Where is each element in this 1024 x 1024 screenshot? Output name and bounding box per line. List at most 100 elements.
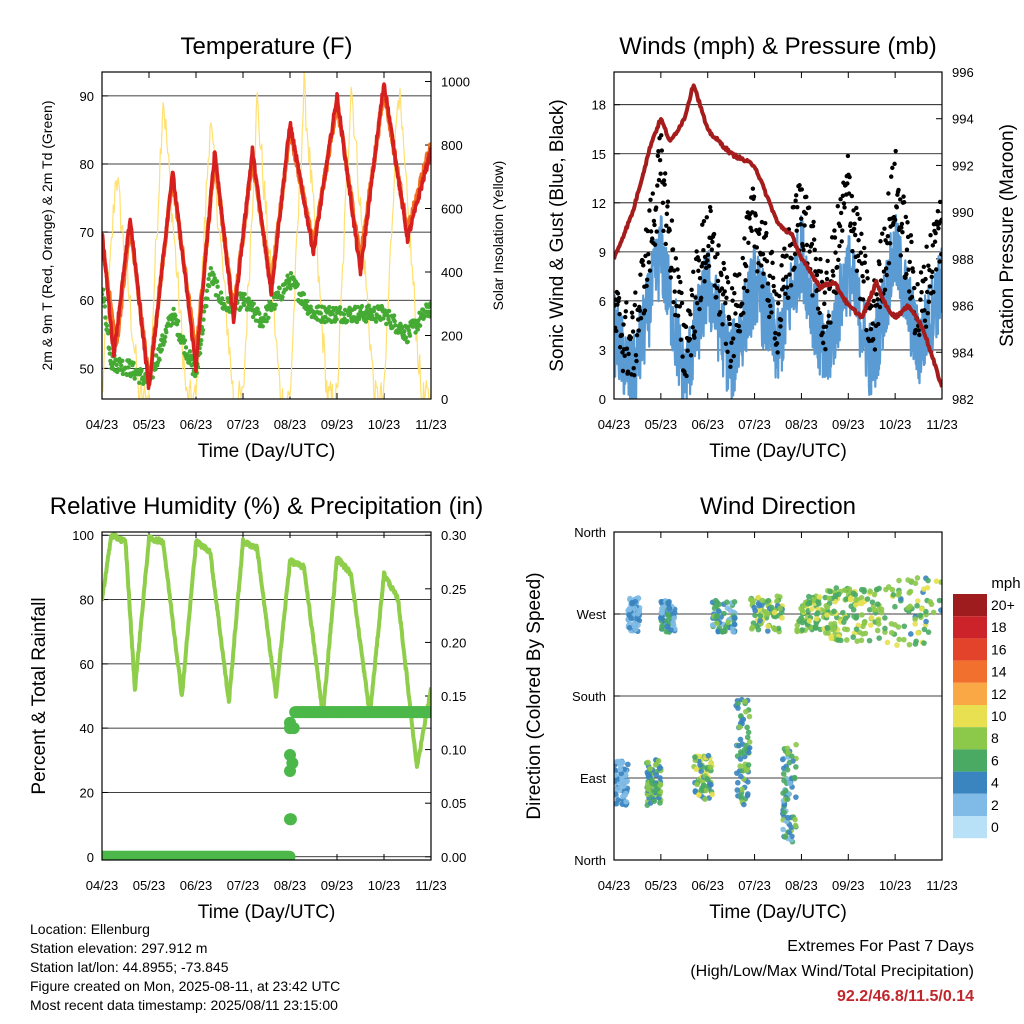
- direction-point: [623, 790, 629, 797]
- gust-point: [820, 340, 826, 346]
- direction-point: [868, 614, 875, 621]
- dewpoint-point: [102, 304, 108, 309]
- direction-point: [875, 617, 882, 624]
- x-tick-label: 05/23: [133, 417, 166, 432]
- direction-point: [779, 756, 786, 763]
- direction-point: [921, 640, 927, 646]
- gust-point: [793, 198, 798, 203]
- dewpoint-point: [323, 314, 328, 320]
- gust-point: [882, 226, 887, 231]
- gust-point: [798, 222, 803, 227]
- direction-point: [635, 611, 641, 617]
- dewpoint-point: [403, 335, 409, 340]
- gust-point: [743, 278, 748, 283]
- gust-point: [903, 214, 909, 220]
- direction-point: [651, 787, 657, 794]
- gust-point: [715, 278, 721, 284]
- speed-legend: mph 20+ 18 16 14 12 10 8 6 4 2 0: [953, 575, 1021, 839]
- direction-point: [740, 716, 747, 723]
- precip-point: [283, 850, 296, 860]
- direction-point: [664, 611, 671, 618]
- direction-point: [917, 612, 924, 619]
- gust-point: [794, 228, 799, 233]
- dewpoint-point: [359, 303, 365, 309]
- gust-point: [706, 263, 712, 269]
- direction-point: [885, 584, 892, 590]
- direction-point: [774, 593, 781, 599]
- direction-point: [708, 782, 714, 788]
- direction-point: [623, 779, 630, 785]
- dewpoint-point: [218, 290, 224, 295]
- direction-point: [850, 606, 857, 613]
- legend-swatch: [953, 705, 987, 728]
- direction-point: [744, 734, 751, 741]
- gust-point: [719, 272, 724, 278]
- dewpoint-point: [182, 338, 188, 343]
- direction-point: [788, 824, 795, 831]
- gust-point: [749, 228, 754, 234]
- direction-point: [813, 620, 820, 626]
- dewpoint-point: [126, 365, 131, 370]
- dewpoint-point: [428, 301, 431, 306]
- gust-point: [904, 247, 910, 252]
- legend-label: 6: [991, 752, 999, 768]
- dewpoint-point: [208, 265, 214, 271]
- gust-point: [907, 289, 912, 294]
- direction-point: [838, 637, 844, 644]
- gust-point: [900, 229, 905, 235]
- gust-point: [831, 273, 836, 278]
- x-tick-label: 10/23: [368, 878, 401, 893]
- y-tick-label: 40: [80, 721, 94, 736]
- dewpoint-point: [114, 362, 119, 368]
- direction-point: [861, 619, 868, 625]
- direction-point: [713, 603, 719, 610]
- dewpoint-point: [171, 306, 176, 312]
- gust-point: [661, 228, 666, 234]
- gust-point: [817, 310, 822, 316]
- direction-point: [930, 609, 937, 616]
- extremes-values: 92.2/46.8/11.5/0.14: [836, 988, 974, 1005]
- x-tick-label: 09/23: [832, 417, 865, 432]
- gust-point: [851, 226, 857, 232]
- gust-point: [645, 228, 650, 234]
- y-tick-label: 60: [80, 293, 94, 308]
- direction-point: [737, 756, 744, 762]
- legend-label: 12: [991, 686, 1007, 702]
- gust-point: [729, 286, 735, 291]
- gust-point: [706, 243, 711, 249]
- precip-point: [284, 748, 296, 761]
- gust-point: [710, 239, 715, 245]
- gust-point: [877, 261, 882, 267]
- panel-temperature: Temperature (F) Time (Day/UTC) 50 60 70 80 90 0…: [39, 33, 506, 462]
- gust-point: [616, 299, 621, 304]
- gust-point: [848, 221, 853, 226]
- gust-point: [906, 267, 911, 272]
- gust-point: [857, 216, 862, 222]
- gust-point: [623, 309, 629, 314]
- direction-point: [741, 746, 748, 753]
- direction-point: [923, 608, 929, 615]
- gust-point: [870, 321, 875, 326]
- gust-point: [705, 258, 710, 263]
- dewpoint-point: [393, 323, 398, 328]
- direction-point: [894, 642, 900, 648]
- insolation-line: [102, 72, 431, 399]
- direction-point: [707, 764, 714, 771]
- y-tick-label: 988: [952, 252, 974, 267]
- y-tick-label: 0.00: [441, 850, 466, 865]
- created-text: Figure created on Mon, 2025-08-11, at 23…: [30, 978, 341, 994]
- gust-point: [916, 328, 921, 333]
- direction-point: [697, 762, 703, 768]
- gust-point: [759, 219, 765, 225]
- direction-point: [882, 625, 888, 632]
- direction-point: [626, 625, 633, 631]
- direction-point: [826, 595, 832, 602]
- direction-point: [853, 614, 860, 620]
- gust-point: [638, 272, 643, 277]
- gust-point: [909, 239, 914, 245]
- gust-point: [679, 290, 684, 296]
- gust-point: [788, 283, 794, 288]
- gust-point: [861, 279, 866, 284]
- direction-point: [786, 759, 793, 766]
- direction-point: [658, 615, 664, 622]
